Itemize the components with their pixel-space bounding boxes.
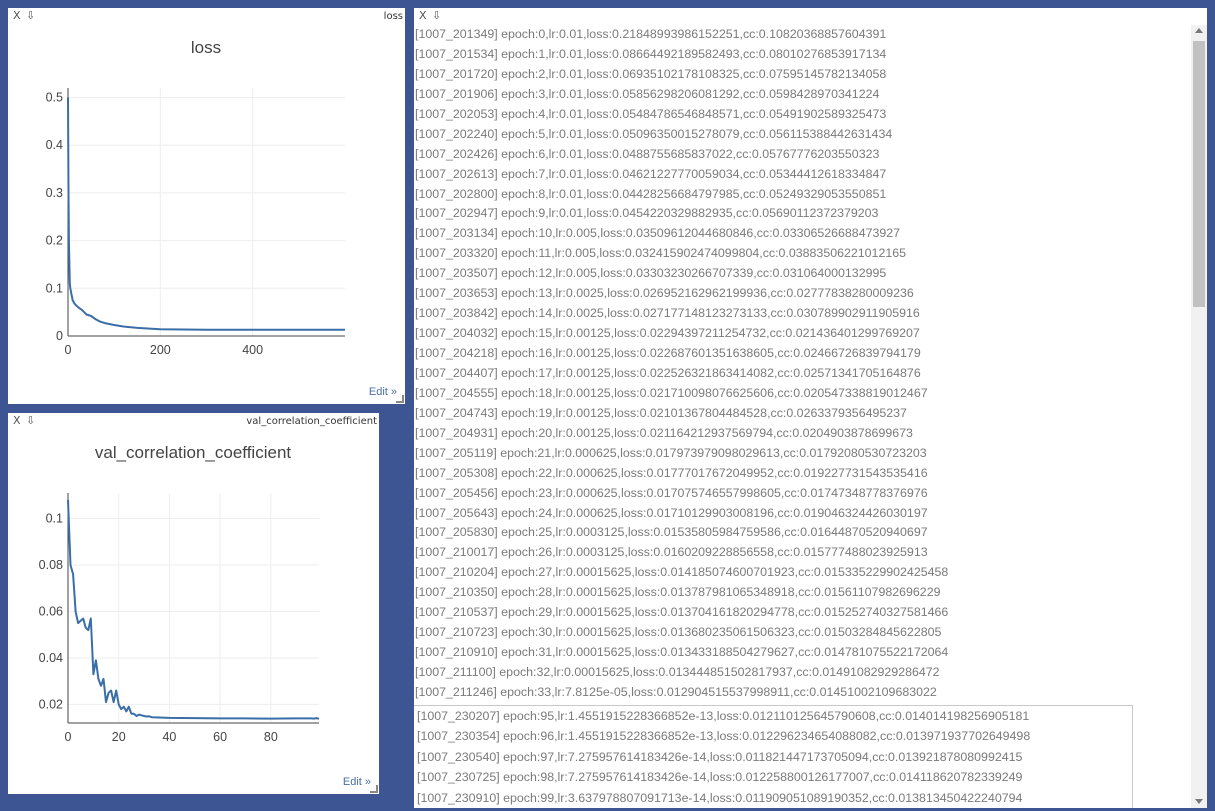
edit-link[interactable]: Edit » xyxy=(342,776,371,788)
x-tick-label: 0 xyxy=(65,730,72,744)
y-tick-label: 0.02 xyxy=(39,697,63,711)
download-icon[interactable]: ⇩ xyxy=(26,9,36,22)
log-line: [1007_201349] epoch:0,lr:0.01,loss:0.218… xyxy=(415,27,887,41)
scroll-down-arrow-icon[interactable] xyxy=(1195,799,1203,804)
log-line: [1007_204032] epoch:15,lr:0.00125,loss:0… xyxy=(415,326,920,341)
log-line: [1007_202240] epoch:5,lr:0.01,loss:0.050… xyxy=(415,126,893,141)
log-line: [1007_201534] epoch:1,lr:0.01,loss:0.086… xyxy=(415,46,887,61)
log-line: [1007_211100] epoch:32,lr:0.00015625,los… xyxy=(415,665,940,679)
log-pane: X ⇩ [1007_201349] epoch:0,lr:0.01,loss:0… xyxy=(414,8,1207,808)
loss-chart: loss 0 200 400 0 0.1 0.2 0.3 0.4 0.5 xyxy=(46,38,345,357)
log-line: [1007_210723] epoch:30,lr:0.00015625,los… xyxy=(415,625,942,640)
series-line xyxy=(67,499,320,720)
log-line: [1007_230910] epoch:99,lr:3.637978807091… xyxy=(417,790,1023,805)
log-line: [1007_210350] epoch:28,lr:0.00015625,los… xyxy=(415,585,941,600)
scroll-thumb[interactable] xyxy=(1193,41,1205,307)
log-text-area[interactable]: [1007_201349] epoch:0,lr:0.01,loss:0.218… xyxy=(414,25,1190,808)
log-line: [1007_211246] epoch:33,lr:7.8125e-05,los… xyxy=(415,684,937,699)
log-line: [1007_204407] epoch:17,lr:0.00125,loss:0… xyxy=(415,365,921,380)
y-tick-label: 0.5 xyxy=(46,91,63,105)
log-line: [1007_202053] epoch:4,lr:0.01,loss:0.054… xyxy=(415,106,887,121)
pane-toolbar: X ⇩ xyxy=(414,8,1207,24)
log-line: [1007_201720] epoch:2,lr:0.01,loss:0.069… xyxy=(415,66,887,81)
log-line: [1007_204218] epoch:16,lr:0.00125,loss:0… xyxy=(415,346,921,360)
y-tick-label: 0.1 xyxy=(46,281,63,295)
log-line: [1007_205643] epoch:24,lr:0.000625,loss:… xyxy=(415,505,928,520)
log-line: [1007_205456] epoch:23,lr:0.000625,loss:… xyxy=(415,485,928,500)
x-tick-label: 400 xyxy=(242,343,263,357)
log-line: [1007_205308] epoch:22,lr:0.000625,loss:… xyxy=(415,465,928,480)
pane-toolbar: X ⇩ loss xyxy=(8,8,405,24)
y-tick-label: 0.08 xyxy=(39,558,63,572)
x-tick-label: 60 xyxy=(213,730,227,744)
log-line: [1007_204555] epoch:18,lr:0.00125,loss:0… xyxy=(415,385,928,400)
vertical-scrollbar[interactable] xyxy=(1191,25,1207,808)
pane-toolbar: X ⇩ val_correlation_coefficient xyxy=(8,413,379,429)
x-tick-label: 80 xyxy=(264,730,278,744)
y-tick-label: 0.2 xyxy=(46,234,63,248)
download-icon[interactable]: ⇩ xyxy=(432,9,442,22)
log-line: [1007_201906] epoch:3,lr:0.01,loss:0.058… xyxy=(415,86,880,101)
log-line: [1007_203842] epoch:14,lr:0.0025,loss:0.… xyxy=(415,306,920,321)
pane-label: val_correlation_coefficient xyxy=(246,416,377,427)
x-tick-label: 40 xyxy=(162,730,176,744)
pane-label: loss xyxy=(383,11,403,22)
chart-title: loss xyxy=(191,38,221,57)
log-line: [1007_210537] epoch:29,lr:0.00015625,los… xyxy=(415,605,949,620)
val-correlation-pane: X ⇩ val_correlation_coefficient val_corr… xyxy=(8,413,379,794)
y-tick-label: 0.06 xyxy=(39,604,63,618)
y-tick-label: 0.4 xyxy=(46,138,63,152)
log-line: [1007_202947] epoch:9,lr:0.01,loss:0.045… xyxy=(415,206,879,221)
resize-handle[interactable] xyxy=(396,395,404,403)
close-icon[interactable]: X xyxy=(419,9,427,22)
log-line: [1007_202613] epoch:7,lr:0.01,loss:0.046… xyxy=(415,166,887,181)
edit-link[interactable]: Edit » xyxy=(368,386,397,398)
close-icon[interactable]: X xyxy=(13,414,21,427)
y-tick-label: 0.3 xyxy=(46,186,63,200)
y-tick-label: 0.04 xyxy=(39,651,63,665)
log-line: [1007_203507] epoch:12,lr:0.005,loss:0.0… xyxy=(415,266,887,281)
download-icon[interactable]: ⇩ xyxy=(26,414,36,427)
log-line: [1007_210204] epoch:27,lr:0.00015625,los… xyxy=(415,565,949,580)
scroll-up-arrow-icon[interactable] xyxy=(1195,28,1203,33)
val-correlation-chart: val_correlation_coefficient 0 20 40 60 80 0.02… xyxy=(39,443,320,744)
log-line: [1007_205119] epoch:21,lr:0.000625,loss:… xyxy=(415,445,927,460)
resize-handle[interactable] xyxy=(370,785,378,793)
log-line: [1007_205830] epoch:25,lr:0.0003125,loss… xyxy=(415,525,928,540)
log-line: [1007_203653] epoch:13,lr:0.0025,loss:0.… xyxy=(415,286,914,301)
log-line: [1007_204931] epoch:20,lr:0.00125,loss:0… xyxy=(415,425,913,440)
y-tick-label: 0 xyxy=(56,329,63,343)
log-line: [1007_203320] epoch:11,lr:0.005,loss:0.0… xyxy=(415,246,907,261)
x-tick-label: 20 xyxy=(112,730,126,744)
log-tail-overlay: [1007_230207] epoch:95,lr:1.455191522836… xyxy=(414,705,1133,808)
chart-title: val_correlation_coefficient xyxy=(95,443,292,462)
series-line xyxy=(67,97,345,331)
loss-pane: X ⇩ loss loss 0 200 400 0 0.1 0.2 0.3 0.4 0.5 Edi… xyxy=(8,8,405,404)
x-tick-label: 0 xyxy=(65,343,72,357)
log-line: [1007_210017] epoch:26,lr:0.0003125,loss… xyxy=(415,545,928,560)
log-line: [1007_230354] epoch:96,lr:1.455191522836… xyxy=(417,729,1031,744)
log-line: [1007_204743] epoch:19,lr:0.00125,loss:0… xyxy=(415,405,907,420)
log-line: [1007_230725] epoch:98,lr:7.275957614183… xyxy=(417,770,1023,785)
y-tick-label: 0.1 xyxy=(46,512,63,526)
log-line: [1007_202800] epoch:8,lr:0.01,loss:0.044… xyxy=(415,186,887,201)
x-tick-label: 200 xyxy=(150,343,171,357)
log-line: [1007_230540] epoch:97,lr:7.275957614183… xyxy=(417,749,1023,764)
log-line: [1007_203134] epoch:10,lr:0.005,loss:0.0… xyxy=(415,226,901,241)
log-line: [1007_230207] epoch:95,lr:1.455191522836… xyxy=(417,709,1030,723)
log-line: [1007_202426] epoch:6,lr:0.01,loss:0.048… xyxy=(415,146,880,161)
close-icon[interactable]: X xyxy=(13,9,21,22)
log-line: [1007_210910] epoch:31,lr:0.00015625,los… xyxy=(415,645,949,660)
